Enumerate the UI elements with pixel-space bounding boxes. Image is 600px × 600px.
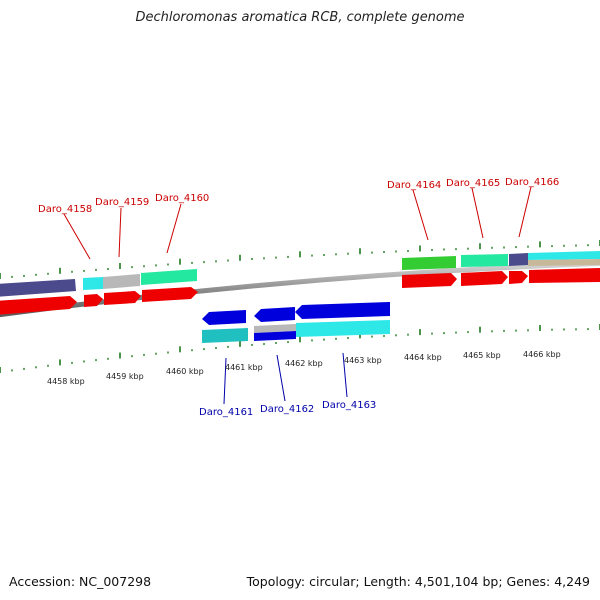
gene-label-daro-4165[interactable]: Daro_4165 [446, 178, 500, 189]
cog-segment[interactable] [461, 254, 508, 267]
accession-text: Accession: NC_007298 [9, 574, 152, 589]
gene-label-daro-4163[interactable]: Daro_4163 [322, 400, 376, 411]
forward-gene-labels: Daro_4158 Daro_4159 Daro_4160 Daro_4164 … [38, 177, 559, 215]
gene-arrow-forward[interactable] [142, 287, 198, 302]
cog-segment[interactable] [509, 253, 528, 266]
gene-arrow-forward[interactable] [509, 271, 528, 284]
genome-backbone [0, 260, 600, 318]
scale-label: 4460 kbp [166, 367, 204, 376]
gene-label-daro-4160[interactable]: Daro_4160 [155, 193, 209, 204]
scale-label: 4466 kbp [523, 350, 561, 359]
gene-label-daro-4162[interactable]: Daro_4162 [260, 404, 314, 415]
gene-arrow-forward[interactable] [529, 268, 600, 283]
gene-arrow-forward[interactable] [402, 273, 457, 288]
scale-label: 4465 kbp [463, 351, 501, 360]
scale-label: 4458 kbp [47, 377, 85, 386]
gene-arrow-forward[interactable] [84, 294, 103, 307]
gene-arrow-reverse[interactable] [202, 310, 246, 325]
scale-label: 4461 kbp [225, 363, 263, 372]
cog-segment[interactable] [0, 279, 76, 297]
cog-segment[interactable] [528, 259, 600, 266]
gene-label-daro-4159[interactable]: Daro_4159 [95, 197, 149, 208]
label-leaders [63, 186, 532, 405]
reverse-cog-track [202, 320, 390, 343]
scale-label: 4462 kbp [285, 359, 323, 368]
gene-label-daro-4161[interactable]: Daro_4161 [199, 407, 253, 418]
forward-cog-track [0, 251, 600, 297]
gene-label-daro-4166[interactable]: Daro_4166 [505, 177, 559, 188]
cog-segment[interactable] [402, 256, 456, 270]
cog-segment[interactable] [202, 328, 248, 343]
cog-segment[interactable] [83, 277, 103, 290]
scale-labels: 4458 kbp 4459 kbp 4460 kbp 4461 kbp 4462… [47, 350, 561, 386]
page-title: Dechloromonas aromatica RCB, complete ge… [135, 10, 465, 25]
scale-label: 4463 kbp [344, 356, 382, 365]
scale-label: 4464 kbp [404, 353, 442, 362]
gene-arrow-forward[interactable] [0, 296, 77, 315]
genome-summary-text: Topology: circular; Length: 4,501,104 bp… [246, 574, 590, 589]
cog-segment[interactable] [254, 331, 296, 341]
cog-segment[interactable] [528, 251, 600, 260]
gene-arrow-reverse[interactable] [295, 302, 390, 319]
gene-arrow-forward[interactable] [461, 271, 508, 286]
cog-segment[interactable] [254, 324, 296, 333]
gene-label-daro-4164[interactable]: Daro_4164 [387, 180, 441, 191]
scale-label: 4459 kbp [106, 372, 144, 381]
reverse-gene-track [202, 302, 390, 325]
inner-tick-row [0, 324, 600, 373]
reverse-gene-labels: Daro_4161 Daro_4162 Daro_4163 [199, 400, 376, 418]
cog-segment[interactable] [296, 320, 390, 337]
cog-segment[interactable] [103, 274, 140, 289]
cog-segment[interactable] [141, 269, 197, 285]
forward-gene-track [0, 268, 600, 315]
gene-arrow-forward[interactable] [104, 291, 141, 305]
gene-label-daro-4158[interactable]: Daro_4158 [38, 204, 92, 215]
outer-tick-row [0, 240, 600, 279]
gene-arrow-reverse[interactable] [254, 307, 295, 322]
